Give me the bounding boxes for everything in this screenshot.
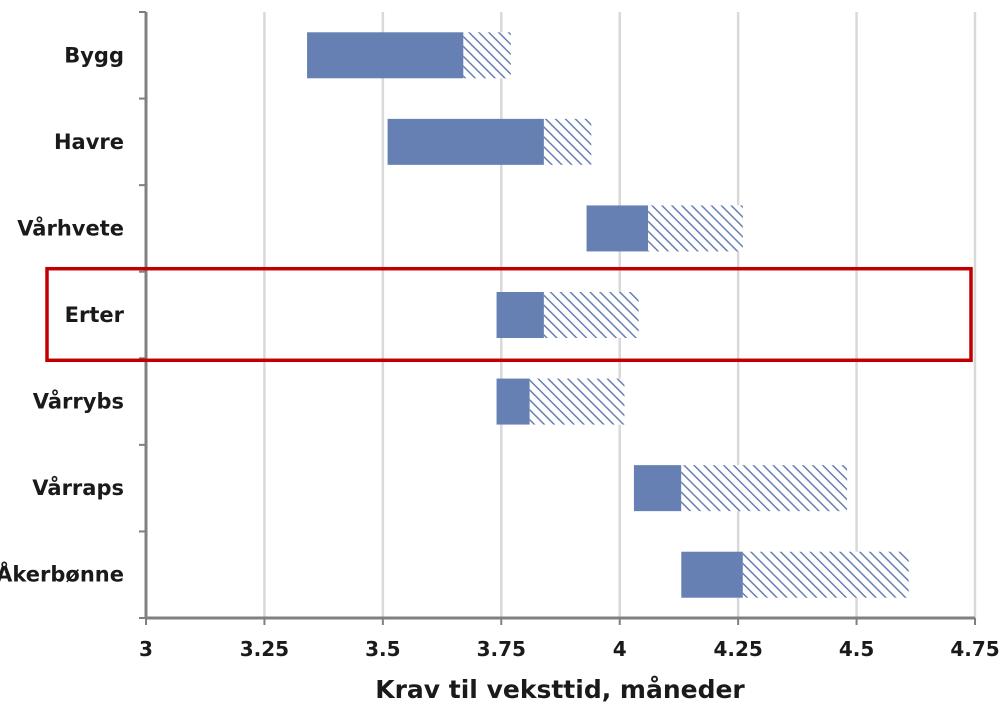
category-label: Vårraps — [32, 475, 124, 500]
bar-solid — [496, 292, 544, 338]
x-tick-label: 3.75 — [477, 637, 526, 661]
bar-solid — [387, 118, 544, 165]
category-label: Åkerbønne — [0, 562, 124, 587]
x-tick-label: 4.25 — [713, 637, 762, 661]
x-tick-label: 3.25 — [240, 637, 289, 661]
highlight-box — [45, 266, 973, 363]
category-label: Bygg — [64, 43, 124, 67]
bar-hatched — [463, 32, 511, 79]
bar-solid — [496, 378, 530, 425]
x-tick-label: 3.5 — [365, 637, 400, 661]
bar-hatched — [742, 551, 909, 598]
bar-hatched — [543, 292, 639, 338]
bar-hatched — [529, 378, 625, 425]
x-tick-label: 4.75 — [950, 637, 999, 661]
bar-solid — [586, 205, 649, 252]
bar-hatched — [681, 465, 848, 512]
tick-labels: 3 3.25 3.5 3.75 4 4.25 4.5 4.75 — [139, 637, 1000, 661]
category-label: Havre — [54, 130, 124, 154]
category-label: Vårhvete — [17, 215, 124, 240]
x-tick-label: 4.5 — [839, 637, 874, 661]
category-label: Erter — [65, 303, 125, 327]
bar-solid — [633, 465, 682, 512]
bar-hatched — [648, 205, 743, 252]
category-labels: Bygg Havre Vårhvete Erter Vårrybs Vårraps Åker… — [0, 43, 125, 586]
bars — [307, 32, 909, 598]
x-tick-label: 3 — [139, 637, 153, 661]
bar-solid — [681, 551, 743, 598]
axes — [139, 11, 976, 625]
x-axis-title: Krav til veksttid, måneder — [375, 675, 745, 704]
bar-solid — [307, 32, 464, 79]
highlight-rectangle — [45, 266, 973, 363]
category-label: Vårrybs — [33, 389, 124, 414]
bar-hatched — [543, 118, 592, 165]
x-tick-label: 4 — [613, 637, 627, 661]
